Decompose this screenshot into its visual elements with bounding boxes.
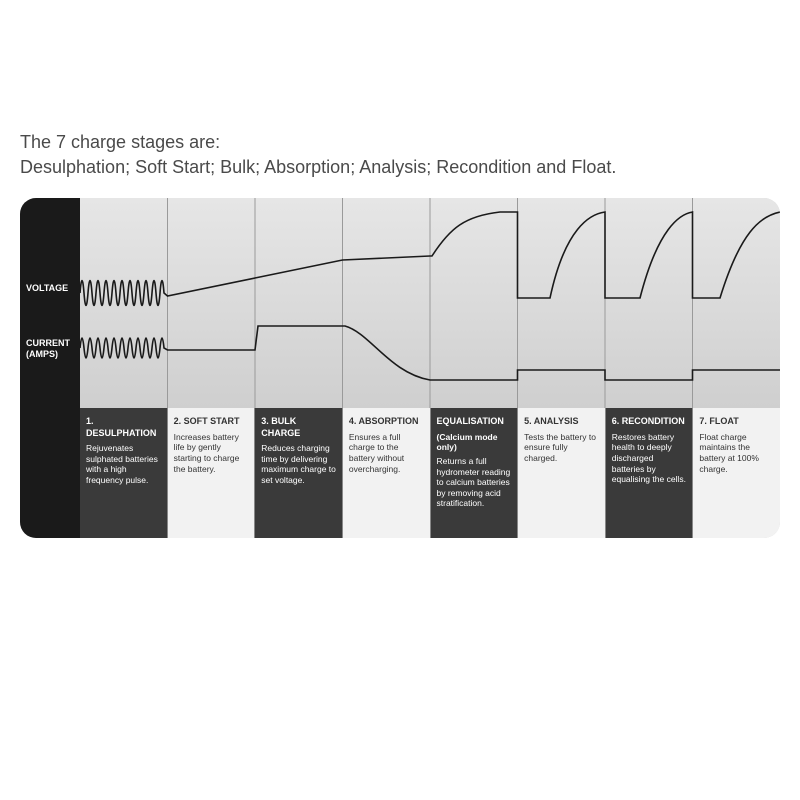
stage-description: Restores battery health to deeply discha…: [612, 432, 687, 485]
intro-text: The 7 charge stages are: Desulphation; S…: [20, 130, 780, 180]
chart-area: VOLTAGE CURRENT (AMPS): [20, 198, 780, 408]
stages-row: 1. DESULPHATION Rejuvenates sulphated bat…: [20, 408, 780, 538]
current-axis-label: CURRENT (AMPS): [26, 338, 70, 360]
stage-title: EQUALISATION: [437, 416, 512, 427]
voltage-axis-label: VOLTAGE: [26, 283, 68, 293]
stage-title: 6. RECONDITION: [612, 416, 687, 427]
intro-line1: The 7 charge stages are:: [20, 130, 780, 155]
stage-cell: 3. BULK CHARGE Reduces charging time by d…: [254, 408, 342, 538]
stage-title: 2. SOFT START: [174, 416, 249, 427]
stage-description: Ensures a full charge to the battery wit…: [349, 432, 424, 475]
current-axis-label-line1: CURRENT: [26, 338, 70, 349]
stage-cell: 4. ABSORPTION Ensures a full charge to th…: [342, 408, 430, 538]
stage-description: Reduces charging time by delivering maxi…: [261, 443, 336, 486]
stage-title: 1. DESULPHATION: [86, 416, 161, 439]
stage-title: 3. BULK CHARGE: [261, 416, 336, 439]
stage-cell: 7. FLOAT Float charge maintains the batte…: [692, 408, 780, 538]
stage-description: Rejuvenates sulphated batteries with a h…: [86, 443, 161, 486]
chart-plot-wrap: [80, 198, 780, 408]
charge-stages-diagram: VOLTAGE CURRENT (AMPS) 1. DESULPHATION Re…: [20, 198, 780, 538]
intro-line2: Desulphation; Soft Start; Bulk; Absorpti…: [20, 155, 780, 180]
stage-title: 5. ANALYSIS: [524, 416, 599, 427]
stages-spacer: [20, 408, 80, 538]
stages-container: 1. DESULPHATION Rejuvenates sulphated bat…: [80, 408, 780, 538]
stage-title: 4. ABSORPTION: [349, 416, 424, 427]
stage-description: Increases battery life by gently startin…: [174, 432, 249, 475]
stage-description: Returns a full hydrometer reading to cal…: [437, 456, 512, 509]
stage-cell: 5. ANALYSIS Tests the battery to ensure f…: [517, 408, 605, 538]
axis-labels-column: VOLTAGE CURRENT (AMPS): [20, 198, 80, 408]
stage-description: Float charge maintains the battery at 10…: [699, 432, 774, 475]
chart-svg: [80, 198, 780, 408]
stage-cell: 1. DESULPHATION Rejuvenates sulphated bat…: [80, 408, 167, 538]
current-axis-label-line2: (AMPS): [26, 349, 70, 360]
stage-subtitle: (Calcium mode only): [437, 432, 512, 453]
stage-cell: EQUALISATION (Calcium mode only) Returns a…: [430, 408, 518, 538]
stage-cell: 2. SOFT START Increases battery life by g…: [167, 408, 255, 538]
stage-title: 7. FLOAT: [699, 416, 774, 427]
stage-description: Tests the battery to ensure fully charge…: [524, 432, 599, 464]
stage-cell: 6. RECONDITION Restores battery health to…: [605, 408, 693, 538]
